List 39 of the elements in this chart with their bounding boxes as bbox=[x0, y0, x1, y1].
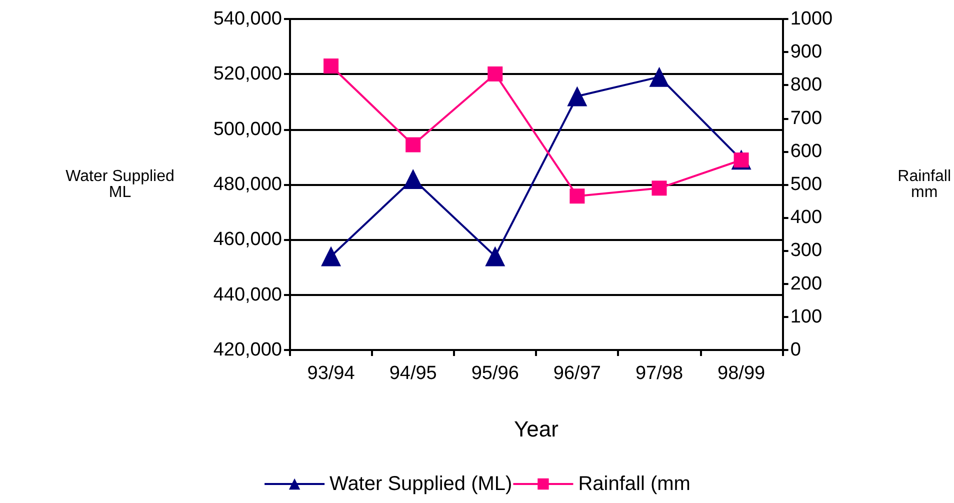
point bbox=[485, 246, 506, 266]
point bbox=[324, 58, 339, 74]
point bbox=[652, 180, 667, 196]
y2-tick-label: 900 bbox=[790, 42, 822, 63]
point bbox=[570, 188, 585, 204]
legend-label: Rainfall (mm bbox=[578, 473, 690, 495]
y-tick-label: 500,000 bbox=[213, 118, 282, 140]
y-tick-label: 460,000 bbox=[213, 229, 282, 250]
point bbox=[567, 86, 588, 106]
y-tick-label: 420,000 bbox=[213, 340, 282, 360]
x-tick-label: 97/98 bbox=[635, 363, 684, 384]
y2-tick-label: 1000 bbox=[790, 8, 833, 30]
y2-tick-label: 200 bbox=[790, 273, 822, 294]
x-tick-label: 93/94 bbox=[307, 363, 356, 384]
x-axis-title: Year bbox=[514, 416, 558, 442]
y-tick-label: 540,000 bbox=[213, 8, 282, 30]
legend-label: Water Supplied (ML) bbox=[330, 473, 512, 495]
x-tick-label: 94/95 bbox=[389, 363, 437, 384]
x-tick-label: 98/99 bbox=[718, 363, 766, 384]
y2-tick-label: 300 bbox=[790, 240, 822, 262]
y-tick-label: 520,000 bbox=[213, 64, 282, 85]
x-tick-label: 96/97 bbox=[553, 363, 601, 384]
y2-tick-label: 700 bbox=[790, 108, 822, 129]
point bbox=[488, 66, 503, 82]
y2-tick-label: 100 bbox=[790, 306, 822, 328]
point bbox=[403, 168, 424, 189]
point bbox=[406, 137, 421, 152]
y-tick-label: 480,000 bbox=[213, 174, 282, 195]
y2-tick-label: 600 bbox=[790, 140, 822, 162]
x-tick-label: 95/96 bbox=[471, 363, 519, 384]
point bbox=[321, 246, 342, 266]
y-axis-title: Water Supplied ML bbox=[66, 168, 174, 201]
y-tick-label: 440,000 bbox=[213, 284, 282, 306]
point bbox=[649, 66, 670, 87]
y2-tick-label: 800 bbox=[790, 74, 822, 96]
y2-tick-label: 500 bbox=[790, 174, 822, 195]
y2-tick-label: 400 bbox=[790, 207, 822, 228]
y2-axis-title: Rainfall mm bbox=[898, 168, 951, 201]
y2-tick-label: 0 bbox=[790, 340, 801, 360]
